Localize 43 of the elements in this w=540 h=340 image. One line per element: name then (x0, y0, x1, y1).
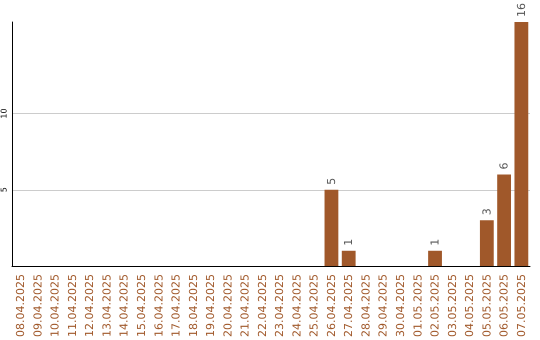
x-tick-label: 03.05.2025 (446, 274, 459, 338)
data-label: 3 (480, 208, 494, 216)
x-tick-label: 26.04.2025 (324, 274, 338, 338)
bar (497, 174, 512, 266)
data-label: 1 (428, 238, 442, 246)
data-label: 16 (514, 3, 528, 17)
x-tick-label: 17.04.2025 (170, 274, 183, 338)
x-tick-label: 22.04.2025 (256, 274, 269, 338)
x-tick-label: 14.04.2025 (118, 274, 131, 338)
x-tick-label: 24.04.2025 (290, 274, 304, 338)
data-label: 6 (498, 162, 511, 170)
data-label: 5 (324, 178, 338, 185)
x-tick-label: 01.05.2025 (411, 274, 424, 338)
bar (514, 22, 528, 266)
x-tick-label: 16.04.2025 (152, 274, 166, 338)
bar (428, 250, 442, 266)
x-tick-label: 04.05.2025 (463, 274, 476, 338)
x-tick-label: 13.04.2025 (100, 274, 114, 338)
bar (480, 220, 494, 266)
x-tick-label: 20.04.2025 (221, 274, 234, 338)
y-tick-label: 10 (0, 108, 8, 119)
x-tick-label: 29.04.2025 (376, 274, 390, 338)
data-label: 1 (342, 238, 356, 246)
x-tick-label: 15.04.2025 (135, 274, 148, 338)
x-tick-label: 11.04.2025 (66, 274, 79, 338)
x-tick-label: 10.04.2025 (48, 274, 62, 338)
x-tick-label: 12.04.2025 (83, 274, 96, 338)
x-tick-label: 23.04.2025 (273, 274, 286, 338)
bar (342, 250, 356, 266)
x-tick-label: 25.04.2025 (308, 274, 321, 338)
x-tick-label: 02.05.2025 (428, 274, 442, 338)
x-tick-label: 21.04.2025 (238, 274, 252, 338)
bar (324, 190, 338, 266)
x-tick-label: 27.04.2025 (342, 274, 356, 338)
x-tick-label: 28.04.2025 (359, 274, 372, 338)
x-tick-label: 30.04.2025 (394, 274, 407, 338)
x-tick-label: 18.04.2025 (186, 274, 200, 338)
x-tick-label: 05.05.2025 (480, 274, 494, 338)
x-tick-label: 06.05.2025 (498, 274, 511, 338)
x-tick-label: 08.04.2025 (14, 274, 28, 338)
x-tick-label: 07.05.2025 (514, 274, 528, 338)
x-tick-label: 09.04.2025 (31, 274, 44, 338)
x-tick-label: 19.04.2025 (204, 274, 218, 338)
